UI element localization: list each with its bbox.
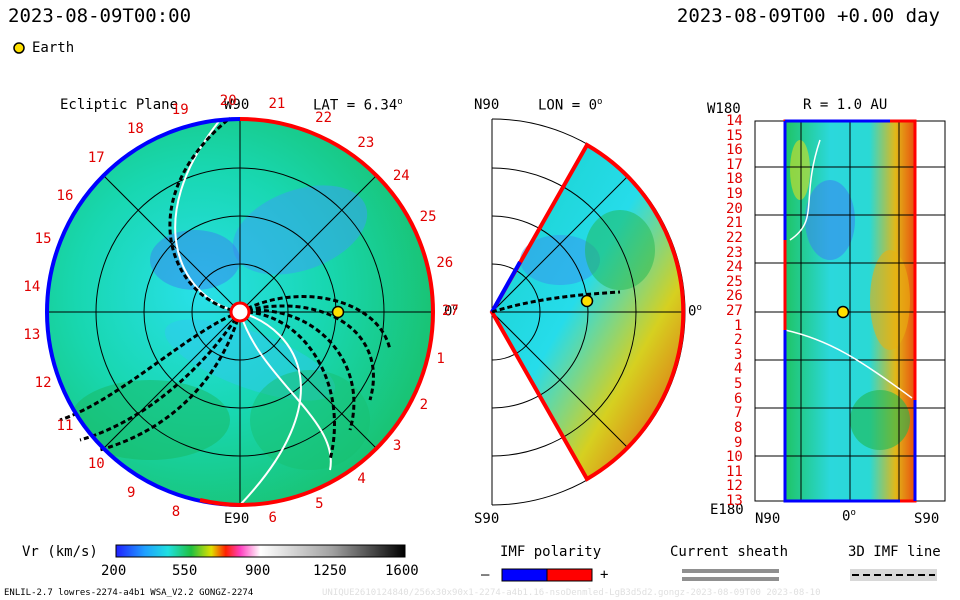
radial-row-label: 27	[726, 303, 743, 319]
radial-row-label: 17	[726, 156, 743, 173]
current-sheath-title: Current sheath	[670, 544, 789, 560]
meridional-bottom-label: S90	[474, 511, 500, 527]
imf-positive-swatch	[546, 568, 593, 582]
imf-plus-label: +	[600, 567, 609, 583]
current-sheath-swatch	[682, 569, 779, 581]
footer-run-id: UNIQUE2610124840/256x30x90x1-2274-a4b1.1…	[322, 588, 821, 598]
earth-marker-radial-icon	[836, 305, 850, 319]
carrington-label: 6	[268, 509, 277, 526]
radial-x-mid: 0o	[842, 508, 856, 525]
carrington-label: 10	[87, 455, 105, 472]
radial-row-label: 1	[734, 317, 743, 334]
carrington-label: 13	[23, 327, 41, 344]
radial-row-label: 10	[726, 449, 743, 466]
carrington-label: 24	[392, 168, 410, 184]
radial-row-label: 5	[734, 376, 743, 393]
ecliptic-right-label: 0o	[444, 303, 458, 320]
radial-row-label: 8	[734, 419, 743, 436]
imf-3d-title: 3D IMF line	[848, 544, 941, 560]
earth-legend-icon	[13, 42, 25, 54]
ecliptic-top-label: W90	[224, 97, 250, 113]
radial-bottom-left: E180	[710, 502, 744, 518]
carrington-label: 19	[171, 101, 189, 118]
meridional-top-label: N90	[474, 97, 500, 113]
carrington-label: 4	[357, 471, 366, 488]
radial-row-label: 19	[726, 186, 743, 203]
radial-row-label: 23	[726, 244, 743, 261]
earth-marker-meridional-icon	[580, 294, 594, 308]
radial-row-label: 14	[726, 113, 743, 129]
vr-colorbar	[115, 544, 406, 558]
colorbar-tick-3: 1250	[313, 563, 347, 579]
radial-row-label: 12	[726, 478, 743, 495]
radial-row-label: 26	[726, 288, 743, 305]
carrington-label: 21	[268, 96, 286, 113]
footer-model-info: ENLIL-2.7 lowres-2274-a4b1 WSA_V2.2 GONG…	[4, 588, 254, 598]
meridional-right-label: 0o	[688, 303, 702, 320]
left-timestamp: 2023-08-09T00:00	[8, 5, 192, 27]
radial-map-panel	[754, 119, 946, 503]
carrington-label: 3	[392, 437, 402, 454]
radial-x-right: S90	[914, 511, 940, 527]
carrington-label: 9	[127, 484, 136, 501]
carrington-label: 25	[419, 208, 437, 225]
ecliptic-bottom-label: E90	[224, 511, 250, 527]
carrington-label: 11	[56, 418, 74, 435]
carrington-label: 15	[34, 231, 52, 248]
radial-row-label: 7	[734, 405, 743, 422]
radial-r-label: R = 1.0 AU	[803, 97, 888, 113]
carrington-label: 23	[357, 134, 375, 151]
radial-row-label: 11	[726, 463, 743, 480]
radial-row-label: 25	[726, 273, 743, 290]
radial-row-label: 21	[726, 215, 743, 232]
carrington-label: 12	[34, 374, 52, 391]
carrington-label: 26	[436, 254, 454, 271]
sun-icon	[229, 301, 251, 323]
imf-minus-label: –	[481, 567, 490, 583]
carrington-label: 1	[436, 351, 445, 368]
radial-row-label: 16	[726, 142, 743, 159]
colorbar-tick-2: 900	[245, 563, 271, 579]
colorbar-label: Vr (km/s)	[22, 544, 98, 560]
colorbar-tick-1: 550	[172, 563, 198, 579]
radial-row-label: 15	[726, 127, 743, 144]
imf-negative-swatch	[501, 568, 548, 582]
radial-row-label: 2	[734, 332, 743, 349]
radial-x-left: N90	[755, 511, 781, 527]
ecliptic-title: Ecliptic Plane	[60, 97, 179, 113]
meridional-lon: LON = 0o	[538, 97, 603, 114]
radial-row-label: 24	[726, 259, 743, 276]
carrington-label: 22	[315, 110, 333, 127]
carrington-label: 2	[419, 397, 429, 414]
radial-row-label: 3	[734, 346, 743, 363]
radial-row-label: 20	[726, 200, 743, 217]
radial-row-label: 4	[734, 361, 743, 378]
ecliptic-plane-panel	[45, 116, 435, 507]
radial-row-label: 6	[734, 390, 743, 407]
carrington-label: 5	[315, 495, 324, 512]
earth-legend-label: Earth	[32, 40, 75, 56]
radial-top-left: W180	[707, 101, 741, 117]
radial-row-label: 13	[726, 493, 743, 509]
earth-marker-icon	[331, 305, 345, 319]
radial-row-label: 22	[726, 229, 743, 246]
carrington-label: 17	[87, 150, 105, 167]
carrington-label: 14	[23, 278, 41, 295]
meridional-plane-panel	[489, 118, 686, 506]
ecliptic-lat: LAT = 6.34o	[313, 97, 403, 114]
carrington-label: 8	[171, 504, 181, 521]
carrington-label: 18	[127, 121, 144, 138]
radial-row-label: 9	[734, 434, 743, 451]
carrington-label: 20	[219, 93, 237, 110]
colorbar-tick-0: 200	[101, 563, 127, 579]
right-timestamp: 2023-08-09T00 +0.00 day	[676, 5, 940, 27]
carrington-label: 27	[442, 303, 459, 319]
colorbar-tick-4: 1600	[385, 563, 419, 579]
radial-row-label: 18	[726, 171, 743, 188]
imf-polarity-title: IMF polarity	[500, 544, 602, 560]
carrington-label: 16	[56, 187, 74, 204]
imf-3d-swatch	[850, 569, 937, 581]
